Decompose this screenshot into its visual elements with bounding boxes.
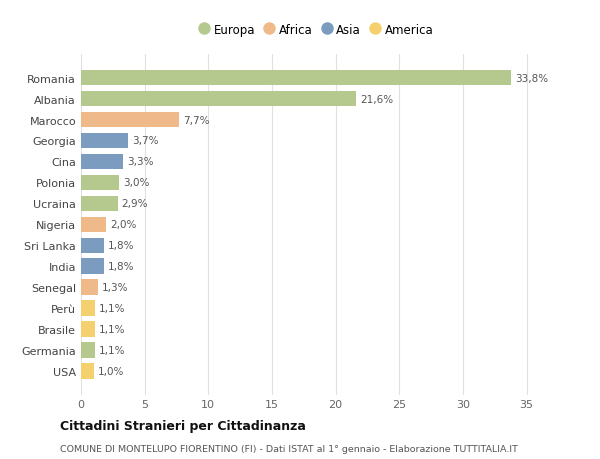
Text: 1,1%: 1,1%	[99, 325, 125, 335]
Text: 3,7%: 3,7%	[132, 136, 158, 146]
Bar	[81, 364, 94, 379]
Text: 1,8%: 1,8%	[108, 241, 134, 251]
Text: 3,0%: 3,0%	[123, 178, 149, 188]
Text: 7,7%: 7,7%	[183, 115, 209, 125]
Text: COMUNE DI MONTELUPO FIORENTINO (FI) - Dati ISTAT al 1° gennaio - Elaborazione TU: COMUNE DI MONTELUPO FIORENTINO (FI) - Da…	[60, 444, 518, 453]
Text: 2,9%: 2,9%	[122, 199, 148, 209]
Bar	[81, 196, 118, 212]
Bar	[81, 259, 104, 274]
Text: 1,8%: 1,8%	[108, 262, 134, 272]
Text: 2,0%: 2,0%	[110, 220, 137, 230]
Bar	[81, 322, 95, 337]
Bar	[81, 301, 95, 317]
Bar	[81, 71, 511, 86]
Text: 3,3%: 3,3%	[127, 157, 154, 167]
Text: 21,6%: 21,6%	[360, 94, 393, 104]
Bar	[81, 112, 179, 128]
Bar	[81, 280, 98, 296]
Bar	[81, 343, 95, 358]
Bar	[81, 217, 106, 233]
Bar	[81, 238, 104, 254]
Text: 1,1%: 1,1%	[99, 346, 125, 356]
Bar	[81, 133, 128, 149]
Text: 1,3%: 1,3%	[101, 283, 128, 293]
Bar	[81, 91, 356, 107]
Bar	[81, 175, 119, 191]
Text: 1,0%: 1,0%	[98, 366, 124, 376]
Text: 1,1%: 1,1%	[99, 304, 125, 313]
Text: Cittadini Stranieri per Cittadinanza: Cittadini Stranieri per Cittadinanza	[60, 419, 306, 432]
Legend: Europa, Africa, Asia, America: Europa, Africa, Asia, America	[200, 23, 433, 37]
Text: 33,8%: 33,8%	[515, 73, 548, 84]
Bar	[81, 154, 123, 170]
